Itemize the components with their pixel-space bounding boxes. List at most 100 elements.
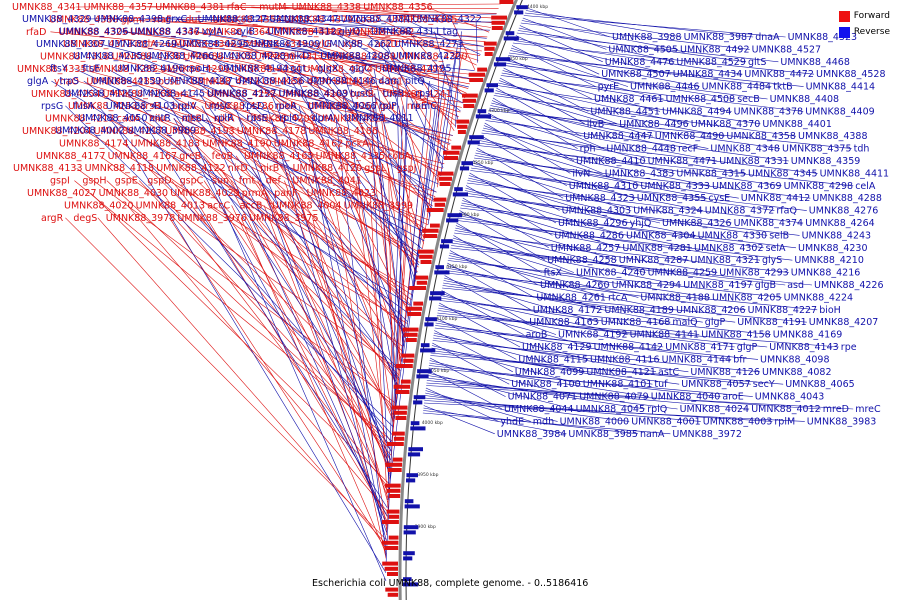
gene-label[interactable]: UMNK88_4210 — [794, 255, 864, 266]
gene-label[interactable]: UMNK88_4353 — [212, 14, 282, 25]
gene-label[interactable]: UMNK88_4348 — [710, 144, 780, 155]
gene-label[interactable]: UMNK88_4330 — [698, 230, 768, 241]
gene-label[interactable]: UMNK88_4412 — [741, 193, 811, 204]
gene-label[interactable]: UMNK88_4382 — [273, 27, 343, 38]
gene-label[interactable]: UMNK88_4183 — [131, 138, 201, 149]
gene-label[interactable]: rplV — [177, 101, 197, 112]
gene-label[interactable]: cobA — [387, 151, 411, 162]
gene-label[interactable]: secB — [737, 94, 760, 105]
gene-label[interactable]: UMNK88_3972 — [672, 429, 742, 440]
gene-label[interactable]: UMNK88_4240 — [576, 268, 646, 279]
gene-label[interactable]: UMNK88_4109 — [279, 88, 349, 99]
gene-label[interactable]: gspC — [180, 176, 204, 187]
gene-label[interactable]: ilvN — [572, 168, 590, 179]
gene-label[interactable]: UMNK88_4492 — [680, 44, 750, 55]
gene-label[interactable]: nirD — [228, 163, 248, 174]
gene-label[interactable]: UMNK88_4359 — [791, 156, 861, 167]
gene-label[interactable]: tag — [443, 26, 459, 37]
gene-label[interactable]: rpsD — [242, 101, 264, 112]
gene-label[interactable]: UMNK88_4216 — [791, 268, 861, 279]
gene-label[interactable]: dam — [378, 76, 399, 87]
gene-label[interactable]: rpmC — [411, 101, 437, 112]
gene-label[interactable]: UMNK88_4307 — [36, 39, 106, 50]
gene-label[interactable]: UMNK88_4414 — [806, 82, 876, 93]
gene-label[interactable]: dnaA — [755, 32, 780, 43]
gene-label[interactable]: rpe — [841, 342, 857, 353]
gene-label[interactable]: UMNK88_4227 — [748, 305, 818, 316]
gene-label[interactable]: pitQ — [405, 76, 425, 87]
gene-label[interactable]: UMNK88_4303 — [562, 206, 632, 217]
gene-label[interactable]: UMNK88_4374 — [734, 218, 804, 229]
gene-label[interactable]: pyrE — [598, 82, 620, 93]
gene-label[interactable]: rfaQ — [776, 206, 797, 217]
gene-label[interactable]: UMNK88_4287 — [619, 255, 689, 266]
gene-label[interactable]: UMNK88_4505 — [608, 44, 678, 55]
gene-label[interactable]: glgP — [737, 342, 758, 353]
gene-label[interactable]: UMNK88_4334 — [232, 64, 302, 75]
gene-label[interactable]: UMNK88_4023 — [307, 188, 377, 199]
gene-label[interactable]: UMNK88_4050 — [78, 113, 148, 124]
gene-label[interactable]: UMNK88_4323 — [565, 193, 635, 204]
gene-label[interactable]: rplQ — [647, 404, 667, 415]
gene-label[interactable]: UMNK88_4165 — [244, 151, 314, 162]
gene-label[interactable]: UMNK88_4004 — [272, 200, 342, 211]
gene-label[interactable]: prmA — [242, 188, 268, 199]
gene-label[interactable]: UMNK88_4262 — [322, 39, 392, 50]
gene-label[interactable]: UMNK88_4000 — [560, 416, 630, 427]
gene-label[interactable]: gspE — [115, 176, 138, 187]
gene-label[interactable]: UMNK88_4099 — [515, 367, 585, 378]
gene-label[interactable]: UMNK88_4388 — [798, 131, 868, 142]
gene-label[interactable]: UMNK88_4168 — [601, 317, 671, 328]
gene-label[interactable]: rpoA — [275, 101, 298, 112]
gene-label[interactable]: UMNK88_4383 — [605, 168, 675, 179]
gene-label[interactable]: UMNK88_4338 — [292, 2, 362, 13]
gene-label[interactable]: rpsL — [415, 88, 436, 99]
gene-label[interactable]: tuf — [654, 379, 668, 390]
gene-label[interactable]: UMNK88_4217 — [94, 126, 164, 137]
gene-label[interactable]: UMNK88_4268 — [103, 89, 173, 100]
gene-label[interactable]: UMNK88_4043 — [755, 392, 825, 403]
gene-label[interactable]: UMNK88_4143 — [769, 342, 839, 353]
gene-label[interactable]: UMNK88_4468 — [780, 57, 850, 68]
gene-label[interactable]: bioH — [819, 305, 841, 316]
gene-label[interactable]: xylB — [235, 26, 255, 37]
gene-label[interactable]: UMNK88_4159 — [92, 76, 162, 87]
gene-label[interactable]: UMNK88_3978 — [106, 213, 176, 224]
gene-label[interactable]: UMNK88_4296 — [558, 218, 628, 229]
gene-label[interactable]: gspD — [147, 176, 171, 187]
gene-label[interactable]: UMNK88_4236 — [204, 101, 274, 112]
gene-label[interactable]: UMNK88_4186 — [308, 126, 378, 137]
gene-label[interactable]: UMNK88_4398 — [94, 14, 164, 25]
gene-label[interactable]: UMNK88_4325 — [58, 27, 128, 38]
gene-label[interactable]: gor — [380, 101, 396, 112]
gene-label[interactable]: rpsG — [41, 101, 63, 112]
gene-label[interactable]: UMNK88_4300 — [398, 52, 468, 63]
gene-label[interactable]: UMNK88_4311 — [371, 26, 441, 37]
gene-label[interactable]: glgX — [317, 64, 339, 75]
gene-label[interactable]: UMNK88_4295 — [179, 39, 249, 50]
gene-label[interactable]: UMNK88_4044 — [504, 404, 574, 415]
gene-label[interactable]: UMNK88_4171 — [665, 342, 735, 353]
gene-label[interactable]: UMNK88_4451 — [590, 106, 660, 117]
gene-label[interactable]: UMNK88_4447 — [583, 131, 653, 142]
gene-label[interactable]: UMNK88_3987 — [684, 32, 754, 43]
gene-label[interactable]: UMNK88_4013 — [136, 200, 206, 211]
gene-label[interactable]: gspI — [50, 176, 70, 187]
gene-label[interactable]: UMNK88_4496 — [619, 119, 689, 130]
gene-label[interactable]: UMNK88_4204 — [22, 126, 92, 137]
gene-label[interactable]: bfr — [733, 354, 746, 365]
gene-label[interactable]: selB — [769, 230, 789, 241]
gene-label[interactable]: UMNK88_4380 — [49, 14, 119, 25]
gene-label[interactable]: UMNK88_4346 — [130, 27, 200, 38]
gene-label[interactable]: zntR — [150, 113, 172, 124]
gene-label[interactable]: UMNK88_4169 — [773, 330, 843, 341]
gene-label[interactable]: UMNK88_4302 — [694, 243, 764, 254]
gene-label[interactable]: arsC — [174, 89, 196, 100]
gene-label[interactable]: UMNK88_4527 — [752, 44, 822, 55]
gene-label[interactable]: UMNK88_4301 — [334, 76, 404, 87]
gene-label[interactable]: ftsX — [544, 268, 563, 279]
gene-label[interactable]: ilvB — [587, 119, 604, 130]
gene-label[interactable]: rpsE — [247, 113, 268, 124]
gene-label[interactable]: UMNK88_4293 — [719, 268, 789, 279]
gene-label[interactable]: ggt — [290, 64, 306, 75]
